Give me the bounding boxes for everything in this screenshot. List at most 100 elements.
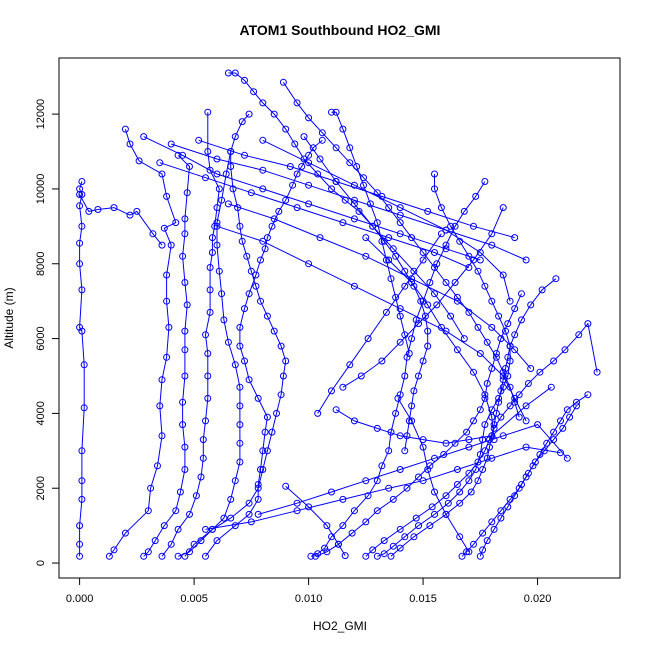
- data-point: [483, 338, 491, 346]
- data-point: [245, 376, 253, 384]
- data-point: [339, 522, 347, 530]
- data-point: [373, 189, 381, 197]
- data-point: [488, 323, 496, 331]
- data-point: [552, 275, 560, 283]
- data-point: [495, 312, 503, 320]
- data-point: [527, 365, 535, 372]
- data-point: [293, 499, 301, 507]
- series-26: [362, 234, 498, 444]
- data-point: [241, 76, 248, 84]
- data-point: [236, 383, 244, 391]
- data-point: [380, 550, 388, 558]
- data-point: [405, 350, 413, 357]
- series-1: [76, 191, 166, 249]
- data-point: [488, 406, 496, 414]
- series-line: [161, 112, 220, 557]
- data-point: [133, 207, 141, 215]
- series-line: [335, 386, 552, 444]
- data-point: [332, 178, 340, 185]
- data-point: [204, 372, 212, 380]
- data-point: [254, 510, 262, 518]
- data-point: [346, 361, 354, 369]
- data-point: [442, 439, 450, 447]
- data-point: [385, 256, 393, 264]
- data-point: [566, 413, 574, 421]
- data-point: [181, 346, 189, 354]
- data-point: [76, 522, 84, 530]
- series-27: [339, 204, 507, 391]
- data-point: [474, 323, 482, 331]
- data-point: [236, 458, 244, 466]
- data-point: [481, 421, 489, 429]
- data-point: [282, 357, 290, 365]
- data-point: [181, 279, 189, 286]
- series-28: [314, 230, 445, 417]
- data-point: [415, 522, 422, 530]
- data-point: [316, 155, 324, 163]
- data-point: [511, 331, 519, 339]
- data-point: [515, 391, 523, 399]
- data-point: [488, 432, 496, 440]
- y-axis: 0 2000 4000 6000 8000 10000 12000: [35, 99, 59, 566]
- data-point: [364, 492, 372, 500]
- data-point: [332, 108, 340, 116]
- data-point: [236, 402, 244, 410]
- data-point: [366, 200, 374, 208]
- data-point: [257, 466, 264, 473]
- data-point: [396, 312, 404, 320]
- data-point: [275, 207, 283, 215]
- data-point: [497, 387, 505, 395]
- data-point: [224, 200, 232, 208]
- data-point: [424, 466, 432, 473]
- data-point: [518, 316, 525, 324]
- data-point: [483, 380, 491, 387]
- data-point: [453, 297, 461, 305]
- data-point: [437, 323, 445, 331]
- data-point: [373, 507, 381, 515]
- data-point: [529, 462, 537, 470]
- data-point: [465, 252, 473, 260]
- data-point: [238, 118, 246, 126]
- data-point: [408, 335, 416, 343]
- data-point: [163, 353, 171, 361]
- data-point: [179, 151, 187, 159]
- data-point: [470, 417, 477, 425]
- data-point: [511, 234, 519, 242]
- y-tick-label: 2000: [35, 476, 47, 500]
- data-point: [488, 241, 496, 249]
- data-point: [174, 525, 182, 533]
- data-point: [415, 372, 422, 380]
- data-point: [593, 368, 601, 376]
- data-point: [506, 297, 514, 305]
- data-point: [224, 338, 232, 346]
- data-point: [76, 323, 84, 331]
- data-point: [208, 525, 216, 533]
- data-point: [277, 342, 285, 350]
- data-point: [270, 327, 278, 335]
- data-point: [199, 454, 207, 462]
- data-point: [502, 365, 509, 372]
- data-point: [350, 417, 358, 425]
- data-point: [263, 413, 271, 421]
- series-line: [342, 207, 504, 388]
- data-point: [110, 546, 118, 554]
- data-point: [385, 484, 393, 492]
- series-24: [224, 200, 535, 372]
- series-4: [158, 108, 223, 560]
- data-point: [481, 178, 489, 185]
- data-point: [213, 170, 221, 178]
- data-point: [499, 432, 507, 440]
- series-line: [143, 136, 481, 261]
- data-point: [208, 249, 216, 256]
- series-5: [174, 110, 253, 560]
- data-point: [472, 192, 480, 200]
- y-tick-label: 6000: [35, 326, 47, 350]
- data-point: [431, 510, 438, 518]
- data-point: [584, 391, 592, 399]
- data-point: [442, 245, 450, 253]
- data-point: [323, 522, 331, 530]
- data-point: [476, 552, 484, 560]
- data-point: [559, 424, 567, 432]
- data-point: [126, 140, 134, 148]
- data-point: [431, 249, 438, 256]
